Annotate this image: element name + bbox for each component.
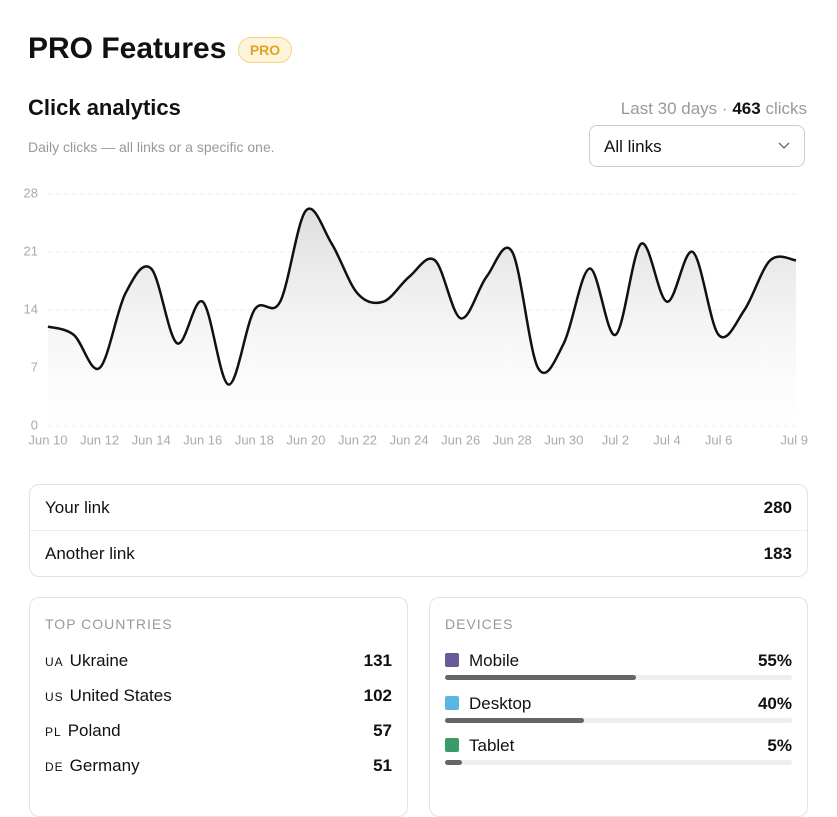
country-clicks: 131 [363, 651, 392, 670]
country-clicks: 51 [373, 756, 392, 775]
device-row: Tablet 5% [445, 736, 792, 756]
device-percent: 5% [767, 736, 792, 755]
device-row: Desktop 40% [445, 694, 792, 714]
x-tick-label: Jul 4 [653, 432, 680, 447]
bar [445, 717, 584, 723]
x-tick-label: Jun 26 [441, 432, 480, 447]
page: PRO Features PRO Click analytics Daily c… [23, 32, 808, 817]
separator: · [721, 99, 728, 118]
x-tick-label: Jul 6 [705, 432, 732, 447]
y-tick-label: 28 [24, 185, 38, 200]
device-icon [445, 653, 459, 667]
x-tick-label: Jul 2 [602, 432, 629, 447]
country-code: US [45, 690, 64, 704]
chart: 0 7 14 21 28 Jun 10 Jun 12 Jun 14 Jun 16 Jun 18 Ju… [24, 185, 808, 447]
device-percent: 40% [757, 693, 792, 713]
summary: Last 30 days · 463 clicks [621, 99, 807, 119]
y-tick-label: 21 [24, 243, 38, 258]
divider [30, 530, 807, 531]
country-row: UA Ukraine 131 [45, 651, 392, 671]
chevron [778, 142, 790, 149]
x-tick-label: Jun 18 [235, 432, 274, 447]
links-card: Your link 280 Another link 183 [29, 484, 808, 577]
country-row: PL Poland 57 [45, 721, 392, 741]
section-title: Click analytics [28, 95, 181, 120]
period: Last 30 days [620, 99, 718, 118]
x-tick-label: Jun 24 [390, 432, 429, 447]
y-tick-label: 14 [24, 301, 38, 316]
link-clicks: 183 [763, 544, 792, 563]
area [48, 208, 796, 426]
country-code: PL [45, 725, 62, 739]
country-name: Ukraine [69, 651, 129, 670]
x-tick-label: Jun 20 [286, 432, 325, 447]
x-tick-label: Jun 28 [493, 432, 532, 447]
country-code: DE [45, 760, 64, 774]
link-row: Another link 183 [45, 544, 792, 564]
link-select[interactable]: All links [589, 125, 805, 167]
countries-card: TOP COUNTRIES UA Ukraine 131 US United States… [29, 597, 408, 817]
bar [445, 675, 636, 680]
bar-track [445, 760, 792, 765]
y-tick-label: 0 [31, 417, 38, 432]
unit: clicks [765, 99, 807, 118]
device-percent: 55% [757, 651, 792, 670]
bar-track [445, 675, 792, 680]
x-tick-label: Jun 10 [28, 432, 67, 447]
country-clicks: 102 [363, 686, 392, 705]
devices-card: DEVICES Mobile 55% Desktop 40% Tablet 5% [429, 597, 808, 817]
country-name: Germany [69, 756, 140, 775]
country-row: US United States 102 [45, 686, 392, 706]
x-tick-label: Jun 22 [338, 432, 377, 447]
device-icon [445, 738, 459, 752]
device-name: Tablet [469, 736, 515, 755]
pro-badge: PRO [238, 37, 292, 63]
line [47, 207, 797, 386]
link-name: Another link [45, 544, 135, 563]
device-icon [445, 695, 459, 710]
page-title: PRO Features [28, 32, 227, 65]
x-tick-label: Jun 16 [183, 432, 222, 447]
card-title: DEVICES [445, 616, 514, 632]
total: 463 [732, 99, 761, 118]
country-row: DE Germany 51 [45, 756, 392, 776]
device-name: Mobile [469, 651, 520, 670]
country-name: United States [69, 686, 172, 705]
country-code: UA [45, 655, 64, 669]
device-name: Desktop [469, 693, 532, 713]
x-tick-label: Jun 12 [80, 432, 119, 447]
y-tick-label: 7 [31, 359, 38, 374]
select-value: All links [604, 137, 662, 156]
link-name: Your link [45, 498, 110, 517]
device-row: Mobile 55% [445, 651, 792, 671]
link-row: Your link 280 [45, 498, 792, 518]
bar [445, 760, 463, 765]
section-subtitle: Daily clicks — all links or a specific o… [28, 139, 275, 155]
x-tick-label: Jun 14 [132, 432, 171, 447]
bar-track [445, 717, 792, 723]
x-tick-label: Jun 30 [544, 432, 583, 447]
x-tick-label: Jul 9 [781, 432, 808, 447]
country-clicks: 57 [373, 721, 392, 740]
country-name: Poland [67, 721, 121, 740]
link-clicks: 280 [763, 498, 792, 517]
card-title: TOP COUNTRIES [45, 616, 173, 632]
